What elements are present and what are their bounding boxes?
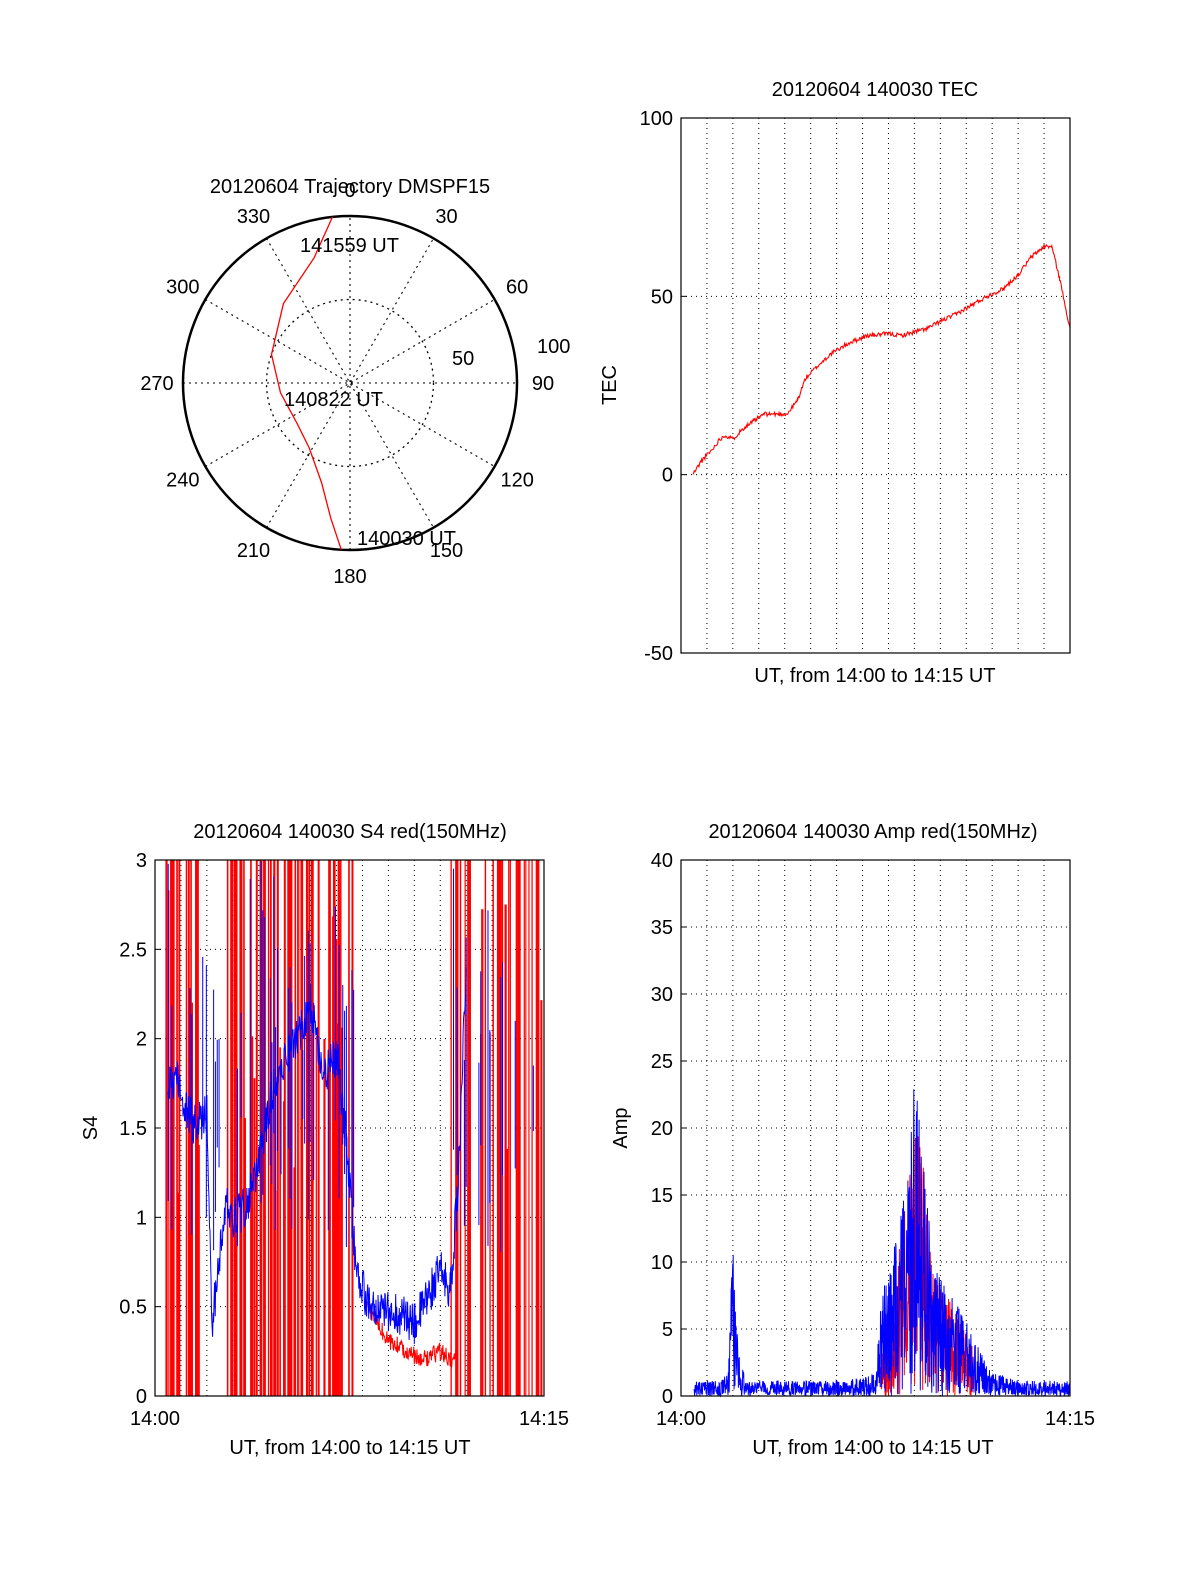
polar-spoke <box>266 238 434 528</box>
tec-title: 20120604 140030 TEC <box>772 79 978 101</box>
polar-angle-label: 0 <box>344 180 355 202</box>
polar-angle-label: 180 <box>333 566 366 588</box>
polar-angle-label: 90 <box>532 373 554 395</box>
y-tick-label: 40 <box>651 850 673 872</box>
y-tick-label: -50 <box>644 643 673 665</box>
polar-angle-label: 60 <box>506 277 528 299</box>
trajectory-line <box>270 216 342 551</box>
amp-x-tick-end: 14:15 <box>1045 1408 1095 1430</box>
polar-angle-label: 210 <box>237 540 270 562</box>
annotation-mid-time: 140822 UT <box>284 389 383 411</box>
polar-grid <box>181 214 519 552</box>
polar-angle-label: 120 <box>500 470 533 492</box>
y-tick-label: 1.5 <box>119 1118 147 1140</box>
tec-line <box>692 242 1071 475</box>
polar-angle-label: 300 <box>166 277 199 299</box>
y-tick-label: 0 <box>662 1386 673 1408</box>
s4-series <box>167 861 534 1369</box>
trajectory-series <box>270 216 342 551</box>
y-tick-label: 35 <box>651 917 673 939</box>
y-tick-label: 2 <box>136 1029 147 1051</box>
s4-y-tick-labels: 0 0.5 1 1.5 2 2.5 3 <box>119 850 161 1408</box>
tec-plot-frame <box>680 117 1071 654</box>
amp-x-tick-start: 14:00 <box>656 1408 706 1430</box>
trajectory-title: 20120604 Trajectory DMSPF15 <box>210 176 490 198</box>
s4-plot-frame <box>154 859 545 1397</box>
y-tick-label: 1 <box>136 1207 147 1229</box>
s4-line <box>367 1301 457 1369</box>
tec-series <box>692 242 1071 475</box>
amp-y-tick-labels: 0 5 10 15 20 25 30 35 40 <box>651 850 687 1408</box>
amp-line <box>693 1089 1071 1398</box>
amp-plot-frame <box>680 859 1071 1397</box>
amp-x-axis-label: UT, from 14:00 to 14:15 UT <box>752 1437 993 1459</box>
amp-panel: 20120604 140030 Amp red(150MHz) 0 5 10 15 20… <box>610 821 1095 1459</box>
tec-y-tick-labels: -50 0 50 100 <box>640 108 687 665</box>
amp-y-axis-label: Amp <box>610 1107 632 1148</box>
tec-y-axis-label: TEC <box>599 365 621 405</box>
polar-radial-label-100: 100 <box>537 336 570 358</box>
amp-series <box>693 1089 1071 1398</box>
y-tick-label: 3 <box>136 850 147 872</box>
polar-angle-label: 240 <box>166 470 199 492</box>
tec-grid <box>681 118 1070 653</box>
s4-title: 20120604 140030 S4 red(150MHz) <box>193 821 507 843</box>
amp-grid <box>681 860 1070 1396</box>
polar-angle-labels: 0 30 60 90 120 150 180 210 240 270 300 330 <box>140 180 554 588</box>
y-tick-label: 0 <box>136 1386 147 1408</box>
polar-angle-label: 330 <box>237 206 270 228</box>
polar-angle-label: 150 <box>430 540 463 562</box>
y-tick-label: 50 <box>651 286 673 308</box>
polar-angle-label: 30 <box>435 206 457 228</box>
s4-x-tick-start: 14:00 <box>130 1408 180 1430</box>
polar-inner-circle <box>265 298 435 468</box>
tec-x-axis-label: UT, from 14:00 to 14:15 UT <box>754 665 995 687</box>
y-tick-label: 0.5 <box>119 1297 147 1319</box>
annotation-start-time: 140030 UT <box>357 528 456 550</box>
y-tick-label: 0 <box>662 465 673 487</box>
polar-radial-label-50: 50 <box>452 348 474 370</box>
s4-y-axis-label: S4 <box>80 1116 102 1140</box>
y-tick-label: 10 <box>651 1252 673 1274</box>
y-tick-label: 100 <box>640 108 673 130</box>
s4-x-tick-end: 14:15 <box>519 1408 569 1430</box>
y-tick-label: 2.5 <box>119 939 147 961</box>
y-tick-label: 25 <box>651 1051 673 1073</box>
y-tick-label: 20 <box>651 1118 673 1140</box>
y-tick-label: 30 <box>651 984 673 1006</box>
s4-panel: 20120604 140030 S4 red(150MHz) 0 0.5 1 1.5 2… <box>80 821 569 1459</box>
polar-spoke <box>205 299 495 467</box>
polar-spoke <box>205 299 495 467</box>
tec-panel: 20120604 140030 TEC -50 0 50 100 TEC UT, fr… <box>599 79 1071 687</box>
trajectory-panel: 20120604 Trajectory DMSPF15 0 30 60 90 120 15… <box>140 176 570 588</box>
amp-title: 20120604 140030 Amp red(150MHz) <box>708 821 1037 843</box>
s4-line <box>167 967 467 1345</box>
polar-angle-label: 270 <box>140 373 173 395</box>
y-tick-label: 15 <box>651 1185 673 1207</box>
y-tick-label: 5 <box>662 1319 673 1341</box>
s4-x-axis-label: UT, from 14:00 to 14:15 UT <box>229 1437 470 1459</box>
annotation-end-time: 141559 UT <box>300 235 399 257</box>
